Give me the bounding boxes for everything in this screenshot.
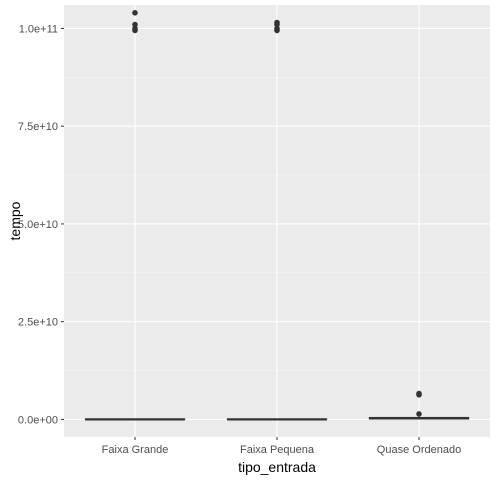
- y-tick-label: 2.5e+10: [18, 317, 58, 329]
- outlier-point: [132, 10, 138, 16]
- outlier-point: [416, 411, 422, 417]
- outlier-point: [274, 25, 280, 32]
- box-group: [84, 10, 470, 421]
- x-tick-label: Faixa Grande: [102, 444, 169, 456]
- x-axis-title: tipo_entrada: [238, 459, 316, 475]
- y-axis: 0.0e+00 2.5e+10 5.0e+10 7.5e+10 1.0e+11: [18, 23, 64, 426]
- y-tick-label: 1.0e+11: [19, 23, 58, 35]
- outlier-point: [416, 390, 422, 397]
- box-quase-ordenado: [368, 390, 470, 420]
- y-axis-title: tempo: [7, 201, 23, 240]
- y-tick-label: 5.0e+10: [18, 219, 58, 231]
- outlier-point: [132, 21, 138, 28]
- box-faixa-grande: [84, 10, 186, 421]
- outlier-point: [132, 25, 138, 32]
- y-tick-label: 7.5e+10: [18, 121, 58, 133]
- outlier-point: [274, 19, 280, 26]
- y-tick-label: 0.0e+00: [18, 414, 58, 426]
- x-tick-label: Quase Ordenado: [377, 444, 461, 456]
- x-axis: Faixa Grande Faixa Pequena Quase Ordenado: [102, 437, 461, 456]
- x-tick-label: Faixa Pequena: [240, 444, 315, 456]
- box-faixa-pequena: [226, 19, 328, 421]
